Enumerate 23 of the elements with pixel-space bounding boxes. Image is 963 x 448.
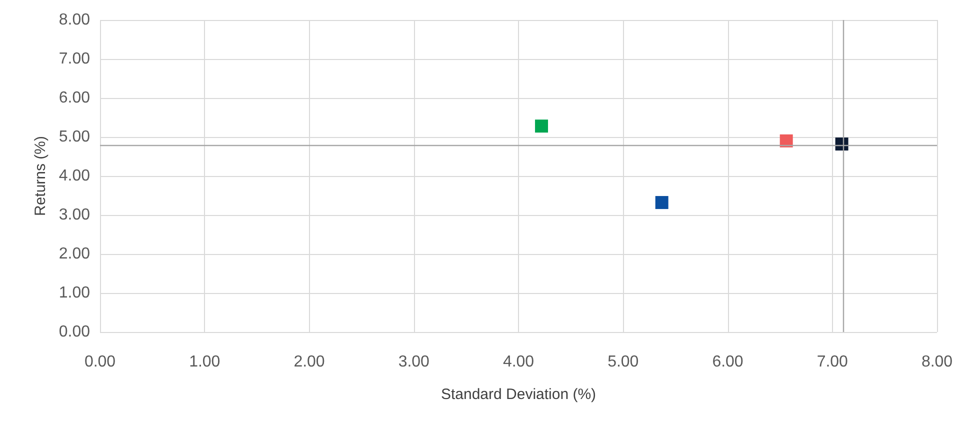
- x-tick-label: 1.00: [189, 354, 220, 370]
- y-tick-label: 1.00: [58, 284, 90, 302]
- point: [780, 134, 793, 148]
- x-tick-label: 2.00: [294, 354, 325, 370]
- y-tick-label: 3.00: [58, 206, 90, 224]
- y-axis-title: Returns (%): [32, 136, 49, 216]
- x-tick-label: 3.00: [398, 354, 430, 370]
- x-axis-title: Standard Deviation (%): [440, 386, 596, 403]
- x-tick-label: 8.00: [921, 354, 953, 370]
- y-tick-label: 7.00: [58, 50, 90, 68]
- point: [655, 196, 668, 210]
- y-tick-label: 4.00: [58, 168, 90, 184]
- x-tick-label: 0.00: [84, 354, 116, 370]
- y-tick-label: 6.00: [58, 90, 90, 106]
- y-tick-label: 8.00: [58, 12, 90, 28]
- x-tick-label: 6.00: [712, 354, 744, 370]
- y-tick-label: 0.00: [58, 324, 90, 340]
- x-tick-label: 5.00: [608, 354, 639, 370]
- point: [535, 120, 548, 133]
- y-tick-label: 5.00: [58, 128, 90, 146]
- y-tick-label: 2.00: [58, 246, 90, 262]
- x-tick-label: 4.00: [502, 354, 534, 370]
- x-tick-label: 7.00: [816, 354, 848, 370]
